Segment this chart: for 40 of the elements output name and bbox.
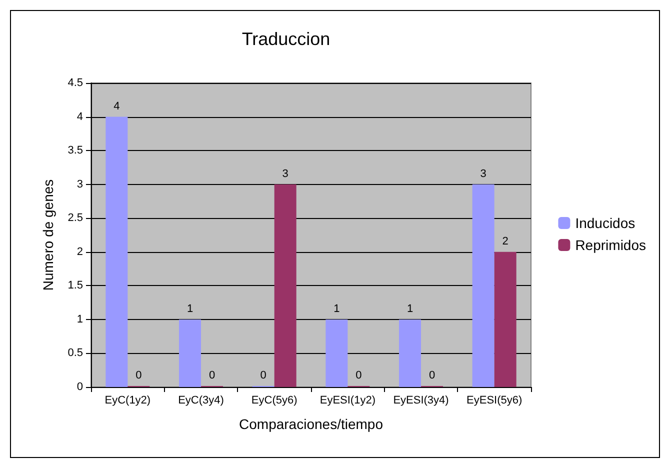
y-tick-label: 2.5: [68, 212, 83, 224]
data-label: 0: [356, 370, 362, 382]
y-axis-title: Numero de genes: [40, 179, 56, 291]
data-label: 0: [136, 370, 142, 382]
legend-label: Reprimidos: [575, 237, 646, 253]
bar: [472, 184, 494, 387]
data-label: 0: [428, 370, 436, 382]
y-tick-label: 0: [76, 381, 83, 393]
data-label: 1: [334, 302, 340, 315]
y-tick-label: 1: [76, 313, 83, 326]
bar: [179, 319, 201, 387]
data-label: 4: [114, 100, 120, 112]
y-tick-label: 4.5: [68, 77, 83, 89]
bar: [106, 116, 128, 387]
data-label: 2: [502, 235, 508, 248]
data-label: 0: [260, 370, 266, 382]
data-label: 3: [282, 168, 288, 180]
legend-label: Inducidos: [575, 215, 636, 231]
y-tick-label: 4: [76, 110, 83, 123]
chart-title: Traduccion: [242, 29, 330, 49]
y-tick-label: 3.5: [68, 144, 83, 157]
x-tick-label: EyESI(1y2): [320, 394, 376, 406]
data-label: 3: [480, 168, 486, 180]
y-tick-label: 1.5: [68, 280, 83, 292]
y-tick-label: 3: [76, 178, 83, 190]
bar: [399, 319, 421, 387]
data-label: 1: [186, 302, 194, 315]
x-axis-title: Comparaciones/tiempo: [239, 416, 384, 432]
x-tick-label: EyC(5y6): [251, 394, 298, 406]
x-tick-label: EyESI(3y4): [393, 394, 449, 406]
bar: [494, 252, 516, 387]
bar: [274, 184, 296, 387]
x-tick-label: EyC(1y2): [104, 394, 151, 406]
x-tick-label: EyC(3y4): [178, 394, 224, 406]
data-label: 0: [208, 370, 216, 382]
y-tick-label: 2: [76, 246, 83, 258]
data-label: 1: [406, 302, 414, 315]
bar: [326, 319, 348, 387]
y-tick-label: 0.5: [68, 347, 83, 360]
x-tick-label: EyESI(5y6): [466, 394, 522, 406]
